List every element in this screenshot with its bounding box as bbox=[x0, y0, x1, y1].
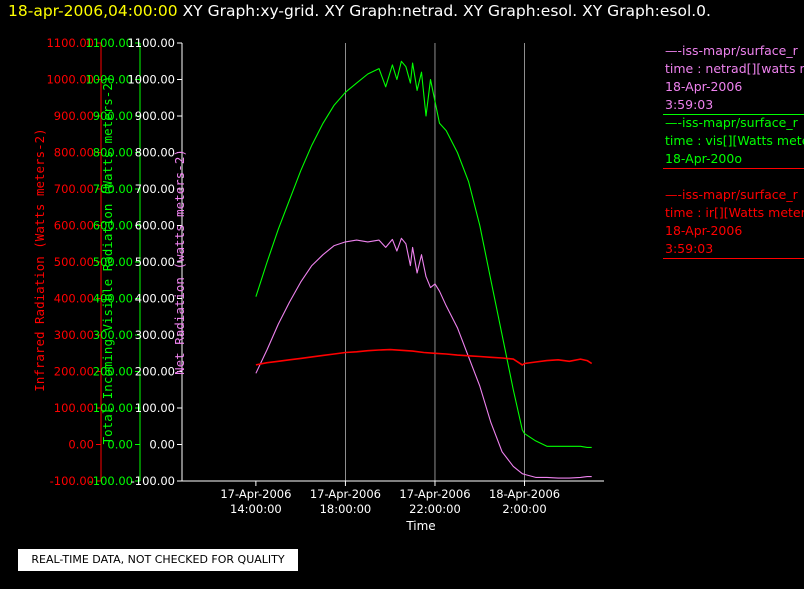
net-axis-tick-label: 200.00 bbox=[135, 365, 175, 379]
vis-axis-tick-label: -100.00 bbox=[89, 474, 133, 488]
vis-axis-tick-label: 600.00 bbox=[93, 219, 133, 233]
net-axis-tick-label: 400.00 bbox=[135, 292, 175, 306]
ir-axis-tick-label: 0.00 bbox=[68, 438, 94, 452]
quality-disclaimer: REAL-TIME DATA, NOT CHECKED FOR QUALITY bbox=[18, 549, 298, 571]
header-title-netrad: XY Graph:netrad. bbox=[324, 2, 459, 20]
legend-net-line2: time : netrad[][watts m bbox=[665, 61, 804, 76]
vis-axis-tick-label: 500.00 bbox=[93, 255, 133, 269]
net-axis-tick-label: 100.00 bbox=[135, 401, 175, 415]
ir-axis-tick-label: 500.00 bbox=[54, 255, 94, 269]
ir-axis-tick-label: 1000.00 bbox=[46, 73, 94, 87]
ir-axis-tick-label: 600.00 bbox=[54, 219, 94, 233]
x-tick-label-time: 22:00:00 bbox=[409, 502, 461, 516]
ir-axis-tick-label: 300.00 bbox=[54, 328, 94, 342]
ir-axis-tick-label: 200.00 bbox=[54, 365, 94, 379]
vis-series-line bbox=[255, 60, 592, 448]
vis-axis-tick-label: 1000.00 bbox=[85, 73, 133, 87]
net-axis-tick-label: 800.00 bbox=[135, 146, 175, 160]
legend-vis-line2: time : vis[][Watts mete bbox=[665, 133, 804, 148]
legend-ir-line3: 18-Apr-2006 bbox=[665, 223, 743, 238]
legend-separator bbox=[663, 114, 804, 115]
legend-net-line4: 3:59:03 bbox=[665, 97, 714, 112]
net-axis-tick-label: 700.00 bbox=[135, 182, 175, 196]
net-axis-tick-label: 900.00 bbox=[135, 109, 175, 123]
vis-axis-tick-label: 900.00 bbox=[93, 109, 133, 123]
net-axis-tick-label: 0.00 bbox=[149, 438, 175, 452]
ir-axis-tick-label: 400.00 bbox=[54, 292, 94, 306]
chart-header: 18-apr-2006,04:00:00 XY Graph:xy-grid. X… bbox=[8, 2, 711, 20]
legend-separator bbox=[663, 168, 804, 169]
vis-axis-tick-label: 1100.00 bbox=[85, 36, 133, 50]
vis-axis-tick-label: 100.00 bbox=[93, 401, 133, 415]
vis-axis-tick-label: 300.00 bbox=[93, 328, 133, 342]
vis-axis-tick-label: 800.00 bbox=[93, 146, 133, 160]
legend-vis-line1: —-iss-mapr/surface_r bbox=[665, 115, 798, 130]
legend-net-line1: —-iss-mapr/surface_r bbox=[665, 43, 798, 58]
net-axis-tick-label: 500.00 bbox=[135, 255, 175, 269]
ir-axis-tick-label: 100.00 bbox=[54, 401, 94, 415]
legend-ir-line4: 3:59:03 bbox=[665, 241, 714, 256]
legend-net-line3: 18-Apr-2006 bbox=[665, 79, 743, 94]
x-tick-label-date: 17-Apr-2006 bbox=[220, 487, 291, 501]
net-axis-label: Net Radiation (watts meters-2) bbox=[172, 149, 187, 375]
ir-axis-label: Infrared Radiation (Watts meters-2) bbox=[32, 128, 47, 391]
x-tick-label-date: 17-Apr-2006 bbox=[310, 487, 381, 501]
vis-axis-tick-label: 200.00 bbox=[93, 365, 133, 379]
net-axis-tick-label: 300.00 bbox=[135, 328, 175, 342]
vis-axis-label: Total Incoming Visible Radiation (Watts … bbox=[100, 76, 115, 445]
legend-ir-line2: time : ir[][Watts meters bbox=[665, 205, 804, 220]
vis-axis-tick-label: 400.00 bbox=[93, 292, 133, 306]
x-tick-label-time: 14:00:00 bbox=[230, 502, 282, 516]
x-tick-label-time: 18:00:00 bbox=[320, 502, 372, 516]
ir-axis-tick-label: 700.00 bbox=[54, 182, 94, 196]
ir-axis-tick-label: -100.00 bbox=[50, 474, 94, 488]
legend-vis-line3: 18-Apr-200o bbox=[665, 151, 742, 166]
net-axis-tick-label: 1100.00 bbox=[127, 36, 175, 50]
net-axis-tick-label: 600.00 bbox=[135, 219, 175, 233]
vis-axis-tick-label: 0.00 bbox=[107, 438, 133, 452]
net-series-line bbox=[255, 237, 592, 479]
ir-axis-tick-label: 1100.00 bbox=[46, 36, 94, 50]
net-axis-tick-label: -100.00 bbox=[131, 474, 175, 488]
x-tick-label-date: 18-Apr-2006 bbox=[489, 487, 560, 501]
ir-series-line bbox=[255, 348, 593, 366]
x-tick-label-date: 17-Apr-2006 bbox=[399, 487, 470, 501]
ir-axis-tick-label: 900.00 bbox=[54, 109, 94, 123]
vis-axis-tick-label: 700.00 bbox=[93, 182, 133, 196]
header-title-esol: XY Graph:esol. bbox=[463, 2, 578, 20]
ir-axis-tick-label: 800.00 bbox=[54, 146, 94, 160]
header-title-grid: XY Graph:xy-grid. bbox=[182, 2, 320, 20]
header-title-esol0: XY Graph:esol.0. bbox=[582, 2, 711, 20]
header-timestamp: 18-apr-2006,04:00:00 bbox=[8, 2, 178, 20]
x-axis-label: Time bbox=[405, 519, 435, 533]
legend-separator bbox=[663, 258, 804, 259]
net-axis-tick-label: 1000.00 bbox=[127, 73, 175, 87]
x-tick-label-time: 2:00:00 bbox=[502, 502, 546, 516]
legend-ir-line1: —-iss-mapr/surface_r bbox=[665, 187, 798, 202]
